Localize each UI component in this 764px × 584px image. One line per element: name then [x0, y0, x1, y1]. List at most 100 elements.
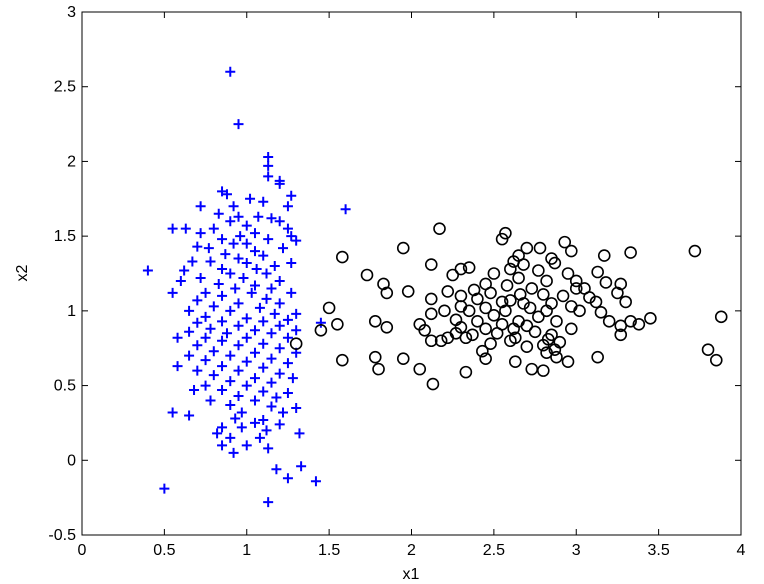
circle-marker	[438, 304, 451, 318]
circle-marker	[565, 244, 578, 258]
plus-marker	[184, 305, 195, 316]
plus-marker	[217, 264, 228, 275]
plus-marker	[266, 401, 277, 412]
plus-marker	[258, 250, 269, 261]
plus-marker	[205, 395, 216, 406]
circle-marker	[487, 267, 501, 280]
circle-marker	[413, 362, 427, 376]
circle-marker	[380, 320, 394, 334]
plus-marker	[217, 290, 228, 301]
circle-marker	[490, 326, 504, 340]
plus-marker	[236, 422, 247, 433]
plus-marker	[258, 316, 269, 327]
plus-marker	[225, 216, 236, 227]
circle-marker	[314, 323, 328, 337]
plus-marker	[200, 380, 211, 391]
circle-marker	[523, 301, 537, 315]
circle-marker	[517, 297, 530, 310]
plus-marker	[233, 365, 244, 376]
plus-marker	[233, 320, 244, 331]
circle-marker	[583, 291, 596, 304]
plus-marker	[282, 473, 293, 484]
plus-marker	[277, 407, 288, 418]
plus-marker	[263, 160, 274, 171]
x-tick-label: 1.5	[318, 542, 340, 559]
circle-marker	[532, 310, 545, 324]
plus-marker	[253, 211, 264, 222]
plus-marker	[213, 208, 224, 219]
circle-marker	[644, 312, 657, 325]
plus-marker	[217, 234, 228, 245]
plus-marker	[167, 407, 178, 418]
plus-marker	[225, 432, 236, 443]
circle-marker	[476, 344, 489, 358]
circle-marker	[487, 309, 501, 322]
plus-marker	[220, 249, 231, 260]
circle-marker	[434, 334, 448, 348]
circle-marker	[589, 295, 603, 309]
plus-marker	[274, 343, 285, 354]
plus-marker	[282, 332, 293, 343]
plus-marker	[184, 410, 195, 421]
plus-marker	[230, 413, 241, 424]
plus-marker	[258, 362, 269, 373]
plus-marker	[266, 377, 277, 388]
circle-marker	[454, 262, 468, 276]
plus-marker	[291, 235, 302, 246]
circle-marker	[441, 331, 455, 345]
circle-marker	[599, 276, 613, 289]
plus-marker	[192, 317, 203, 328]
circle-marker	[536, 288, 550, 301]
circle-marker	[520, 319, 534, 333]
plus-marker	[203, 243, 214, 254]
circle-marker	[479, 301, 492, 315]
plus-marker	[225, 66, 236, 77]
plus-marker	[266, 353, 277, 364]
circle-marker	[525, 282, 539, 295]
x-tick-label: 4	[737, 542, 746, 559]
plus-marker	[286, 190, 297, 201]
plus-marker	[212, 428, 223, 439]
plus-marker	[180, 223, 191, 234]
circle-marker	[336, 353, 349, 367]
plus-marker	[296, 461, 307, 472]
circle-marker	[528, 325, 542, 339]
circle-marker	[540, 304, 553, 318]
plus-marker	[241, 380, 252, 391]
plus-marker	[282, 223, 293, 234]
plus-marker	[142, 265, 153, 276]
plus-marker	[217, 385, 228, 396]
circle-marker	[462, 304, 476, 318]
plus-marker	[315, 317, 326, 328]
circle-marker	[401, 285, 415, 298]
plus-marker	[217, 316, 228, 327]
plus-marker	[167, 287, 178, 298]
circle-marker	[360, 268, 374, 282]
plus-marker	[291, 308, 302, 319]
plus-marker	[179, 265, 190, 276]
circle-marker	[688, 244, 702, 258]
circle-marker	[594, 306, 608, 319]
plus-marker	[225, 376, 236, 387]
plus-marker	[235, 231, 246, 242]
plus-marker	[291, 402, 302, 413]
plus-marker	[172, 361, 183, 372]
circle-marker	[517, 258, 530, 271]
circle-marker	[709, 353, 723, 367]
circle-marker	[611, 286, 624, 300]
plus-marker	[263, 497, 274, 508]
plus-marker	[258, 338, 269, 349]
circle-marker	[602, 315, 616, 328]
x-tick-label: 1	[242, 542, 251, 559]
plus-marker	[266, 328, 277, 339]
circle-marker	[424, 292, 438, 306]
plus-marker	[221, 189, 232, 200]
plus-marker	[236, 407, 247, 418]
plus-marker	[230, 283, 241, 294]
circle-marker	[561, 267, 575, 280]
plus-marker	[195, 228, 206, 239]
plus-marker	[221, 328, 232, 339]
circle-marker	[336, 250, 349, 264]
circle-marker	[548, 343, 562, 357]
plus-marker	[228, 447, 239, 458]
